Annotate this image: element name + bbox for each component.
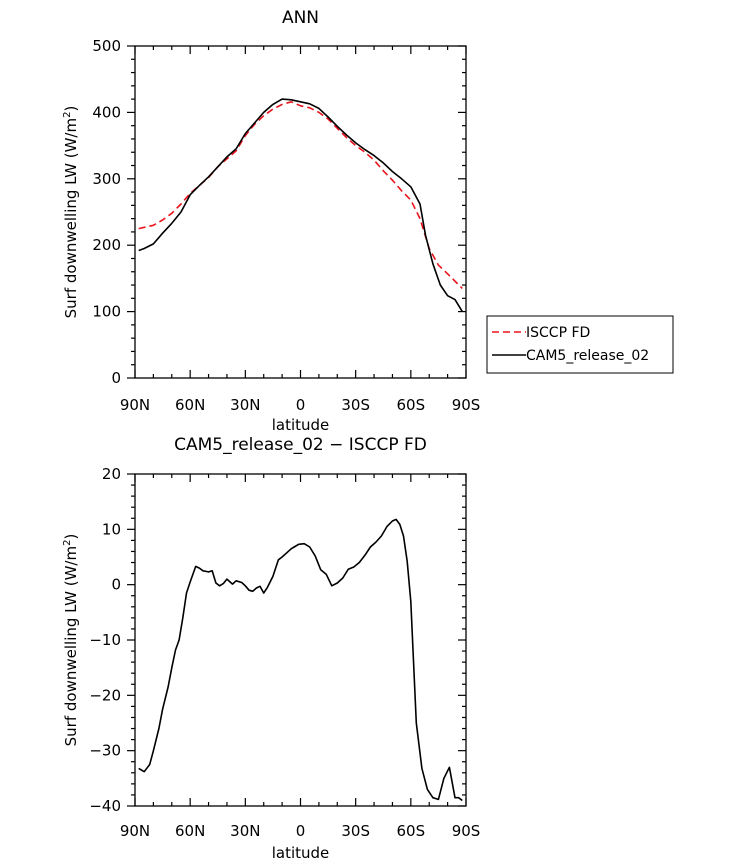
y-tick-label: 500 [92, 37, 121, 55]
y-axis-label-text: Surf downwelling LW (W/m [62, 118, 80, 318]
x-tick-label: 30N [230, 396, 260, 414]
chart-panel-2: CAM5_release_02 − ISCCP FD 90N 60N 30N 0 30S 6… [62, 435, 480, 862]
y-tick-label: −30 [89, 742, 121, 760]
y-axis-label: Surf downwelling LW (W/m2) [62, 534, 80, 747]
x-tick-label: 30S [341, 822, 370, 840]
y-tick-label: 10 [102, 520, 121, 538]
y-tick-label: 0 [111, 369, 121, 387]
series-line-difference [138, 518, 463, 802]
y-axis-label: Surf downwelling LW (W/m2) [62, 106, 80, 319]
x-tick-label: 90S [452, 396, 481, 414]
y-axis-label-text: Surf downwelling LW (W/m [62, 546, 80, 746]
series-line-isccp-fd [138, 101, 463, 289]
y-axis-label-close: ) [62, 534, 80, 540]
y-tick-label: 200 [92, 236, 121, 254]
legend-box [486, 315, 674, 374]
x-tick-label: 60N [175, 822, 205, 840]
plot-frame [134, 473, 467, 807]
y-tick-label: 300 [92, 170, 121, 188]
x-tick-label: 90S [452, 822, 481, 840]
x-axis-label: latitude [272, 416, 330, 434]
plot-frame [134, 45, 467, 379]
x-tick-label: 0 [296, 822, 306, 840]
y-tick-label: −40 [89, 797, 121, 815]
y-tick-label: −10 [89, 631, 121, 649]
chart-title: ANN [282, 8, 319, 28]
y-axis-label-superscript: 2 [62, 112, 73, 118]
chart-title: CAM5_release_02 − ISCCP FD [174, 435, 427, 455]
y-tick-label: 0 [111, 576, 121, 594]
x-tick-label: 30N [230, 822, 260, 840]
y-tick-label: 100 [92, 303, 121, 321]
x-axis-label: latitude [272, 844, 330, 862]
legend-label: CAM5_release_02 [526, 348, 649, 364]
y-tick-label: 400 [92, 103, 121, 121]
x-tick-label: 60N [175, 396, 205, 414]
x-tick-label: 90N [120, 396, 150, 414]
series-line-cam5-release-02 [138, 98, 463, 313]
y-tick-label: −20 [89, 686, 121, 704]
legend: ISCCP FD CAM5_release_02 [486, 315, 674, 374]
x-tick-label: 0 [296, 396, 306, 414]
legend-label: ISCCP FD [526, 325, 590, 341]
y-tick-label: 20 [102, 465, 121, 483]
x-tick-label: 30S [341, 396, 370, 414]
chart-panel-1: ANN 90N 60N 30N 0 30S 60S 90S 0 100 200 300 400 500 la… [62, 8, 674, 434]
x-tick-label: 60S [397, 822, 426, 840]
y-axis-label-close: ) [62, 106, 80, 112]
y-axis-label-superscript: 2 [62, 540, 73, 546]
x-tick-label: 90N [120, 822, 150, 840]
x-tick-label: 60S [397, 396, 426, 414]
